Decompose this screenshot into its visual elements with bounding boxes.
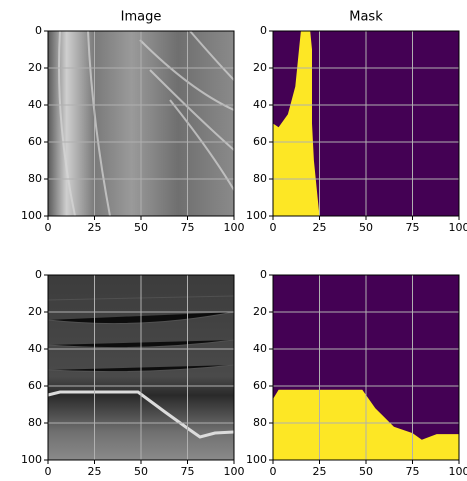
- y-tick-label: 0: [35, 24, 42, 37]
- x-tick-label: 100: [449, 465, 467, 478]
- y-tick-label: 20: [28, 61, 42, 74]
- x-tick-label: 25: [88, 221, 102, 234]
- x-tick-label: 100: [224, 221, 245, 234]
- y-tick-label: 40: [28, 98, 42, 111]
- x-tick-label: 25: [88, 465, 102, 478]
- y-tick-label: 100: [246, 453, 267, 466]
- y-tick-label: 100: [246, 209, 267, 222]
- y-tick-label: 60: [253, 379, 267, 392]
- x-tick-label: 75: [406, 465, 420, 478]
- y-tick-label: 0: [35, 268, 42, 281]
- x-tick-label: 50: [134, 465, 148, 478]
- y-tick-label: 20: [28, 305, 42, 318]
- x-tick-label: 25: [313, 465, 327, 478]
- x-tick-label: 50: [134, 221, 148, 234]
- chart-title: Mask: [349, 10, 383, 25]
- chart-title: Image: [121, 10, 162, 25]
- y-tick-label: 0: [260, 268, 267, 281]
- axes-frame: [272, 274, 460, 461]
- y-tick-label: 40: [253, 342, 267, 355]
- x-tick-label: 0: [45, 221, 52, 234]
- axes-frame: [47, 30, 235, 217]
- x-tick-label: 50: [359, 221, 373, 234]
- y-tick-label: 100: [21, 209, 42, 222]
- y-tick-label: 20: [253, 305, 267, 318]
- y-tick-label: 40: [28, 342, 42, 355]
- y-tick-label: 80: [253, 416, 267, 429]
- axes-frame: [272, 30, 460, 217]
- x-tick-label: 0: [270, 221, 277, 234]
- axes-frame: [47, 274, 235, 461]
- y-tick-label: 0: [260, 24, 267, 37]
- x-tick-label: 100: [224, 465, 245, 478]
- y-tick-label: 80: [28, 172, 42, 185]
- x-tick-label: 100: [449, 221, 467, 234]
- y-tick-label: 20: [253, 61, 267, 74]
- y-tick-label: 40: [253, 98, 267, 111]
- x-tick-label: 0: [45, 465, 52, 478]
- x-tick-label: 25: [313, 221, 327, 234]
- y-tick-label: 80: [253, 172, 267, 185]
- x-tick-label: 50: [359, 465, 373, 478]
- y-tick-label: 60: [28, 379, 42, 392]
- y-tick-label: 60: [28, 135, 42, 148]
- y-tick-label: 60: [253, 135, 267, 148]
- x-tick-label: 75: [406, 221, 420, 234]
- y-tick-label: 100: [21, 453, 42, 466]
- x-tick-label: 75: [181, 221, 195, 234]
- x-tick-label: 75: [181, 465, 195, 478]
- x-tick-label: 0: [270, 465, 277, 478]
- y-tick-label: 80: [28, 416, 42, 429]
